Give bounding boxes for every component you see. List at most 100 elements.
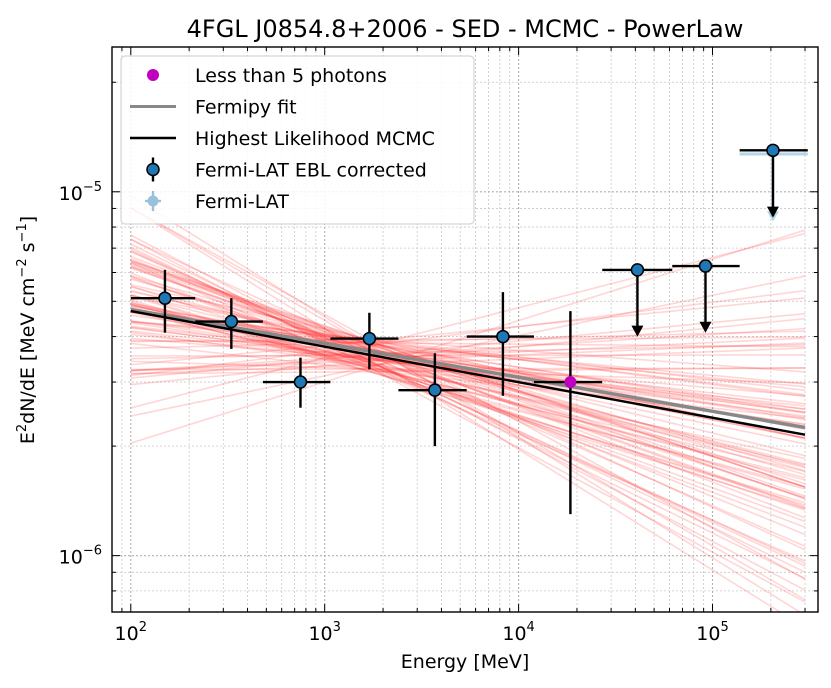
mcmc-sample-line: [130, 234, 806, 591]
x-tick-base: 10: [696, 623, 720, 645]
sed-point: [466, 292, 534, 396]
y-label-sup-s: −1: [15, 223, 30, 242]
mcmc-sample-line: [130, 347, 806, 375]
mcmc-sample-line: [130, 317, 806, 386]
mcmc-sample-line: [130, 309, 806, 398]
mcmc-sample-line: [130, 207, 782, 612]
legend-label: Less than 5 photons: [195, 65, 387, 87]
mcmc-sample-line: [130, 306, 806, 479]
legend-light-symbol: [145, 191, 161, 211]
legend-label: Fermipy fit: [195, 97, 297, 119]
mcmc-sample-line: [130, 285, 806, 511]
highest-likelihood-line: [130, 309, 806, 436]
upper-limit-point: [739, 143, 808, 218]
mcmc-sample-line: [130, 311, 806, 396]
sed-point: [130, 269, 196, 333]
mcmc-sample-line: [130, 207, 806, 580]
mcmc-sample-line: [130, 354, 806, 357]
model-lines: [130, 307, 806, 436]
legend-item: Less than 5 photons: [147, 65, 387, 87]
mcmc-sample-line: [130, 238, 806, 603]
mcmc-sample-line: [130, 261, 806, 562]
y-label-mid: dN/dE [MeV cm: [17, 278, 39, 424]
ul-arrow: [766, 206, 779, 218]
legend-item: Fermi-LAT: [145, 191, 289, 213]
mcmc-sample-line: [130, 243, 806, 573]
legend-item: Fermipy fit: [130, 97, 297, 119]
ul-arrow: [699, 321, 712, 333]
mcmc-sample-line: [130, 250, 806, 548]
mcmc-sample-line: [130, 260, 806, 488]
mcmc-sample-line: [130, 299, 806, 504]
mcmc-sample-line: [130, 302, 806, 440]
ul-arrow: [631, 325, 644, 337]
mcmc-sample-line: [130, 266, 806, 509]
mcmc-sample-line: [130, 248, 806, 567]
point-marker: [630, 263, 645, 277]
x-tick-label: 102: [115, 620, 147, 645]
y-label-s: s: [17, 242, 39, 258]
legend-marker: [147, 69, 159, 81]
mcmc-sample-line: [130, 264, 806, 488]
y-tick-exp: −6: [83, 544, 102, 559]
sed-point: [195, 298, 263, 349]
point-marker: [293, 375, 308, 389]
mcmc-sample-line: [130, 297, 806, 366]
mcmc-sample-line: [130, 312, 806, 379]
mcmc-sample-line: [130, 272, 806, 528]
x-tick-label: 103: [308, 620, 340, 645]
mcmc-sample-line: [130, 276, 806, 499]
x-tick-base: 10: [502, 623, 526, 645]
y-tick-base: 10: [59, 547, 83, 569]
fermipy-fit-line: [130, 307, 806, 430]
legend: Less than 5 photons Fermipy fit Highest Li…: [120, 55, 475, 225]
chart-title: 4FGL J0854.8+2006 - SED - MCMC - PowerLa…: [187, 15, 744, 43]
point-marker: [158, 291, 172, 305]
mcmc-sample-line: [130, 258, 806, 536]
x-tick-label: 105: [696, 620, 728, 645]
plot-frame: [111, 46, 819, 613]
mcmc-sample-line: [130, 337, 806, 372]
mcmc-sample-line: [130, 336, 806, 343]
point-marker: [224, 314, 239, 329]
x-tick-labels: 102 103 104 105: [115, 620, 729, 645]
legend-label: Highest Likelihood MCMC: [195, 128, 435, 150]
x-tick-label: 104: [502, 620, 534, 645]
legend-label: Fermi-LAT: [195, 191, 289, 213]
mcmc-sample-line: [130, 343, 806, 360]
sed-point: [262, 357, 331, 408]
mcmc-sample-line: [130, 311, 806, 460]
few-photons-marker: [564, 376, 577, 389]
mcmc-sample-line: [130, 275, 806, 417]
mcmc-sample-line: [130, 289, 806, 377]
mcmc-sample-line: [130, 261, 806, 500]
y-tick-labels: 10−6 10−5: [59, 180, 102, 569]
mcmc-sample-line: [130, 325, 806, 405]
mcmc-sample-line: [130, 310, 806, 473]
legend-box: [120, 55, 475, 225]
mcmc-sample-line: [130, 206, 806, 601]
sed-point: [533, 311, 603, 515]
mcmc-sample-line: [130, 301, 806, 490]
mcmc-sample-line: [130, 260, 806, 497]
legend-item: Fermi-LAT EBL corrected: [146, 157, 427, 182]
mcmc-sample-line: [130, 333, 806, 407]
mcmc-sample-line: [130, 255, 806, 519]
mcmc-sample-line: [130, 342, 806, 372]
mcmc-sample-line: [130, 285, 806, 468]
mcmc-sample-line: [130, 339, 806, 348]
mcmc-sample-line: [130, 238, 806, 551]
mcmc-sample-line: [130, 309, 806, 410]
legend-item: Highest Likelihood MCMC: [130, 128, 435, 150]
x-tick-base: 10: [115, 623, 139, 645]
mcmc-sample-line: [130, 330, 806, 350]
mcmc-sample-line: [130, 265, 806, 508]
mcmc-sample-line: [130, 246, 806, 580]
x-axis-label: Energy [MeV]: [401, 651, 529, 673]
mcmc-sample-line: [130, 305, 806, 414]
point-marker: [766, 143, 780, 158]
y-label-sup-cm: −2: [15, 258, 30, 277]
mcmc-sample-line: [130, 267, 806, 500]
y-tick-label: 10−5: [59, 180, 102, 205]
